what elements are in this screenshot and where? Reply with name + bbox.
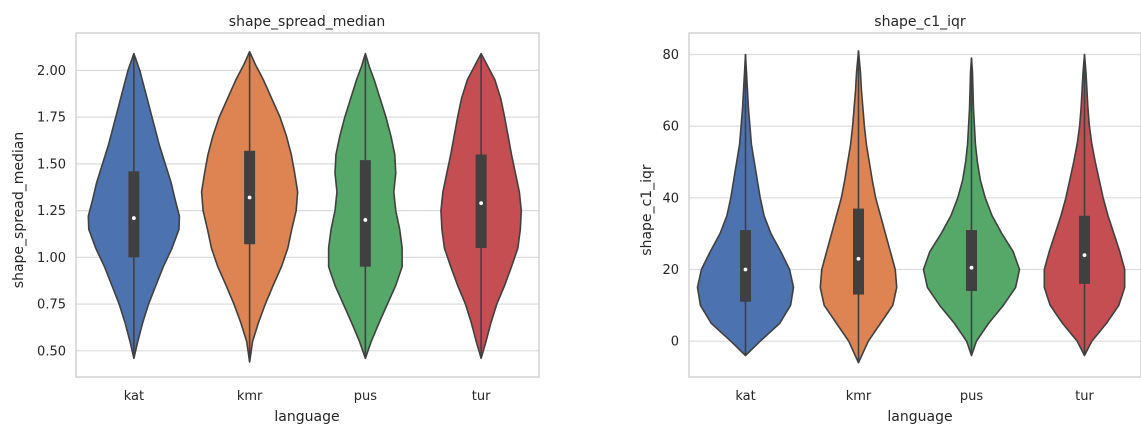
violin-iqr-box: [740, 230, 751, 302]
violin-iqr-box: [1079, 215, 1090, 284]
violin-iqr-box: [128, 171, 140, 258]
y-tick-label: 0.75: [37, 298, 66, 313]
violin-kmr: [819, 50, 898, 364]
y-tick-label: 2.00: [37, 64, 66, 79]
violin-median-point: [247, 195, 252, 200]
y-tick-label: 20: [662, 263, 679, 278]
y-tick-label: 60: [662, 120, 679, 135]
violin-kmr: [200, 50, 299, 363]
violin-tur: [1043, 53, 1126, 357]
violin-panel-shape-c1-iqr: shape_c1_iqr language shape_c1_iqr 0 20 40…: [639, 14, 1141, 425]
y-axis-label: shape_c1_iqr: [639, 164, 655, 256]
y-tick-label: 0: [671, 335, 679, 350]
x-tick-label: kmr: [237, 389, 263, 404]
violin-panel-shape-spread-median: shape_spread_median language shape_sprea…: [11, 14, 540, 425]
x-tick-label: kmr: [846, 389, 872, 404]
violin-iqr-box: [359, 160, 371, 267]
chart-title: shape_c1_iqr: [874, 14, 966, 30]
violin-median-point: [131, 216, 136, 220]
y-tick-label: 40: [662, 191, 679, 206]
violin-pus: [922, 57, 1021, 357]
x-tick-label: pus: [960, 389, 983, 404]
violin-median-point: [363, 218, 368, 222]
violin-tur: [440, 52, 523, 360]
violin-iqr-box: [966, 230, 977, 291]
y-tick-label: 1.25: [37, 204, 66, 219]
violin-kat: [87, 52, 181, 360]
y-tick-label: 80: [662, 48, 679, 63]
y-tick-label: 1.50: [37, 157, 66, 172]
violin-median-point: [1082, 253, 1087, 258]
x-axis-label: language: [887, 409, 952, 425]
x-tick-label: tur: [1075, 389, 1094, 404]
violin-iqr-box: [853, 208, 864, 295]
violin-median-point: [479, 201, 484, 206]
y-tick-label: 1.00: [37, 251, 66, 266]
x-tick-label: kat: [735, 389, 755, 404]
y-tick-label: 0.50: [37, 344, 66, 359]
chart-title: shape_spread_median: [229, 14, 385, 30]
violin-median-point: [743, 267, 748, 272]
violin-median-point: [969, 265, 974, 270]
axes-frame: [688, 32, 1141, 378]
axes-frame: [75, 32, 540, 378]
y-tick-label: 1.75: [37, 111, 66, 126]
x-tick-label: tur: [472, 389, 491, 404]
violin-pus: [327, 52, 403, 360]
violin-median-point: [856, 256, 861, 261]
y-axis-label: shape_spread_median: [11, 132, 27, 288]
x-tick-label: pus: [354, 389, 377, 404]
x-axis-label: language: [274, 409, 339, 425]
violin-kat: [696, 53, 795, 357]
x-tick-label: kat: [124, 389, 144, 404]
